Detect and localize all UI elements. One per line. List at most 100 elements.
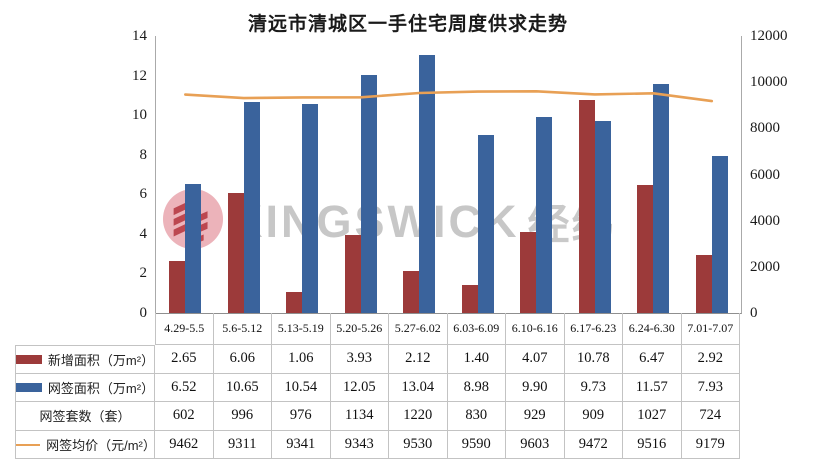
category-cell <box>449 36 508 313</box>
axis-tick-label: 10000 <box>750 74 788 91</box>
bar <box>403 271 420 313</box>
table-value-cell: 1027 <box>623 402 682 431</box>
axis-tick-label: 6000 <box>750 166 780 183</box>
table-value-cell: 9590 <box>447 430 506 460</box>
table-value-cell: 11.57 <box>623 373 682 403</box>
bar <box>419 55 436 313</box>
x-label-cell: 5.13-5.19 <box>272 313 331 345</box>
right-y-axis: 12000 10000 8000 6000 4000 2000 0 <box>750 28 810 321</box>
bar <box>286 292 303 313</box>
axis-tick-label: 0 <box>139 305 148 321</box>
table-value-cell: 1.40 <box>447 345 506 374</box>
bars-layer <box>156 36 741 313</box>
bar <box>344 235 361 313</box>
bar <box>594 120 611 313</box>
table-value-cell: 976 <box>272 402 331 431</box>
table-value-cell: 1134 <box>330 402 389 431</box>
table-value-cell: 2.12 <box>389 345 448 374</box>
axis-tick-label: 2 <box>139 265 148 282</box>
table-value-cell: 9343 <box>330 430 389 460</box>
category-cell <box>332 36 391 313</box>
bar <box>578 99 595 313</box>
axis-tick-label: 0 <box>750 305 758 321</box>
category-cell <box>683 36 742 313</box>
legend-label: 网签面积（万m²） <box>47 380 155 396</box>
x-label-cell: 7.01-7.07 <box>681 313 740 345</box>
bar <box>711 156 728 313</box>
table-value-cell: 909 <box>564 402 623 431</box>
category-cell <box>566 36 625 313</box>
x-label-cell: 6.10-6.16 <box>506 313 565 345</box>
table-value-cell: 2.65 <box>155 345 214 374</box>
table-value-cell: 9311 <box>213 430 272 460</box>
bar <box>520 232 537 313</box>
table-value-cell: 9530 <box>389 430 448 460</box>
left-y-axis: 14 12 10 8 6 4 2 0 <box>95 28 148 321</box>
bar <box>461 285 478 313</box>
legend-cell: 网签面积（万m²） <box>15 373 155 403</box>
table-value-cell: 9.90 <box>506 373 565 403</box>
x-label-cell: 6.17-6.23 <box>564 313 623 345</box>
category-cell <box>624 36 683 313</box>
table-value-cell: 10.54 <box>272 373 331 403</box>
avg-price-line <box>183 89 714 103</box>
legend-swatch-bar <box>16 382 42 392</box>
bar <box>169 260 186 313</box>
x-label-cell: 5.6-5.12 <box>213 313 272 345</box>
table-value-cell: 4.07 <box>506 345 565 374</box>
bar <box>360 74 377 313</box>
legend-swatch-bar <box>16 354 42 364</box>
bar <box>637 185 654 313</box>
table-value-cell: 9.73 <box>564 373 623 403</box>
bar <box>477 135 494 313</box>
table-value-cell: 9179 <box>681 430 740 460</box>
axis-tick-label: 12000 <box>750 28 788 44</box>
axis-tick-label: 10 <box>132 107 147 124</box>
table-value-cell: 929 <box>506 402 565 431</box>
x-label-cell: 4.29-5.5 <box>155 313 214 345</box>
legend-cell: 新增面积（万m²） <box>15 345 155 374</box>
table-value-cell: 9462 <box>155 430 214 460</box>
bar <box>302 104 319 313</box>
table-value-cell: 996 <box>213 402 272 431</box>
x-label-cell: 5.20-5.26 <box>330 313 389 345</box>
axis-tick-label: 12 <box>132 67 147 84</box>
table-value-cell: 12.05 <box>330 373 389 403</box>
bar <box>536 117 553 313</box>
table-value-cell: 9472 <box>564 430 623 460</box>
axis-tick-label: 4 <box>139 225 148 242</box>
x-label-cell: 6.03-6.09 <box>447 313 506 345</box>
table-value-cell: 9341 <box>272 430 331 460</box>
plot-area: KINGSWICK 经纬 <box>155 36 742 314</box>
x-label-cell: 6.24-6.30 <box>623 313 682 345</box>
table-corner-spacer <box>15 313 155 345</box>
table-value-cell: 1220 <box>389 402 448 431</box>
table-value-cell: 10.78 <box>564 345 623 374</box>
table-value-cell: 602 <box>155 402 214 431</box>
table-value-cell: 9516 <box>623 430 682 460</box>
axis-tick-label: 8000 <box>750 120 780 137</box>
table-value-cell: 8.98 <box>447 373 506 403</box>
table-value-cell: 9603 <box>506 430 565 460</box>
category-cell <box>273 36 332 313</box>
category-cell <box>215 36 274 313</box>
bar <box>243 102 260 313</box>
bar <box>653 84 670 313</box>
category-cell <box>390 36 449 313</box>
table-value-cell: 6.47 <box>623 345 682 374</box>
table-value-cell: 724 <box>681 402 740 431</box>
table-value-cell: 830 <box>447 402 506 431</box>
legend-cell: 网签均价（元/m²） <box>15 430 155 460</box>
table-value-cell: 3.93 <box>330 345 389 374</box>
legend-label: 新增面积（万m²） <box>47 352 155 368</box>
axis-tick-label: 4000 <box>750 212 780 229</box>
table-value-cell: 7.93 <box>681 373 740 403</box>
chart-title: 清远市清城区一手住宅周度供求走势 <box>247 14 568 35</box>
axis-tick-label: 8 <box>139 146 148 163</box>
table-value-cell: 10.65 <box>213 373 272 403</box>
axis-tick-label: 6 <box>139 186 148 203</box>
category-cell <box>156 36 215 313</box>
axis-tick-label: 2000 <box>750 258 780 275</box>
data-table: 4.29-5.5 5.6-5.12 5.13-5.19 5.20-5.26 5.27-6… <box>15 313 740 460</box>
